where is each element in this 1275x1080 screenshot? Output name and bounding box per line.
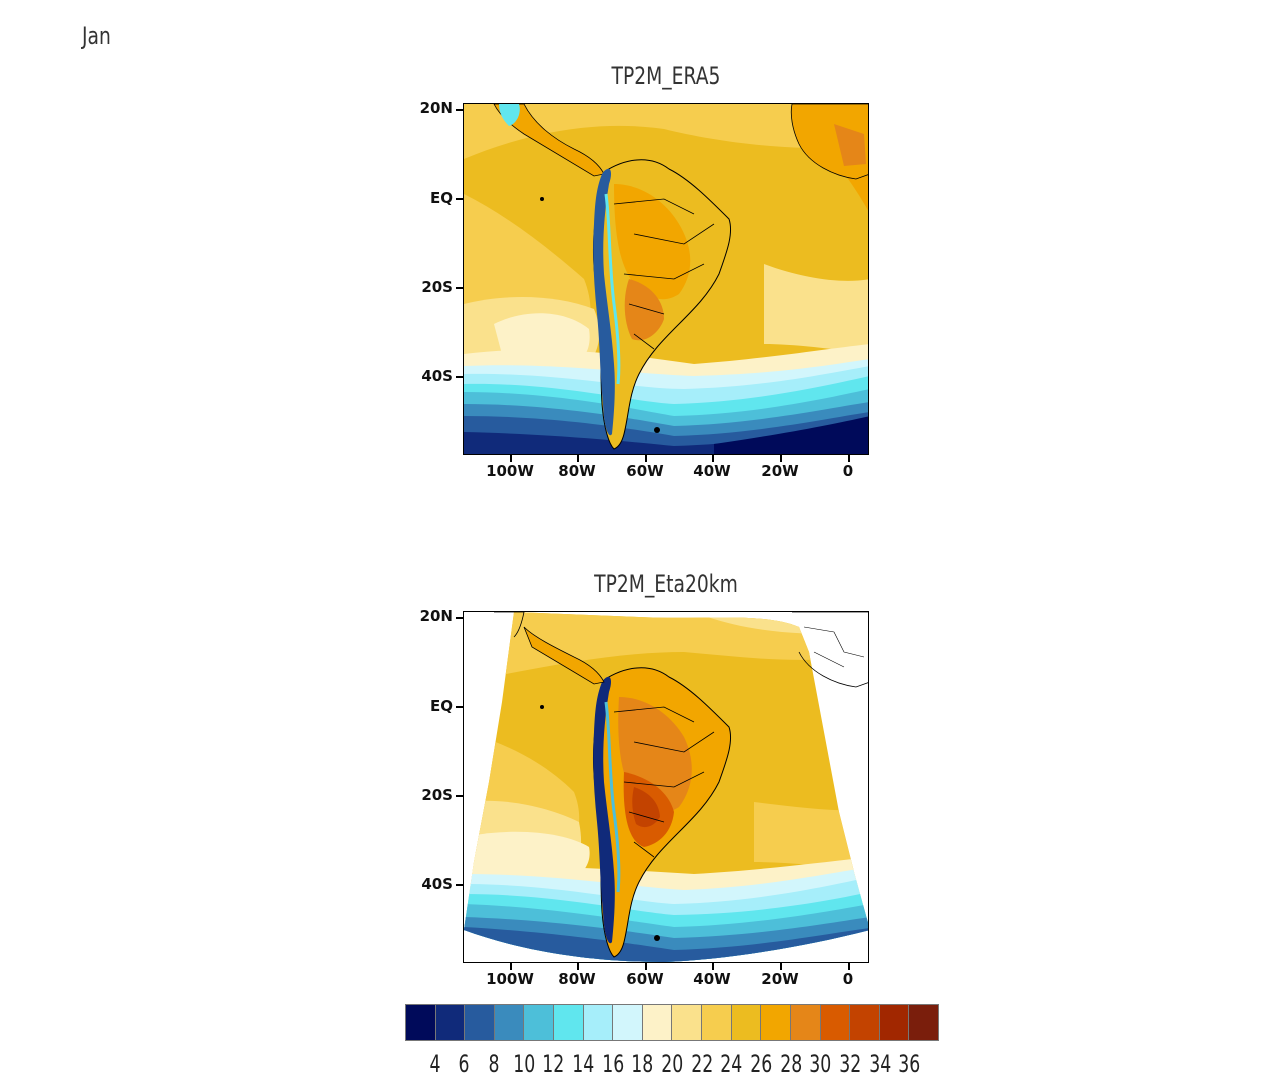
lon-tick-0-1: 0 — [842, 462, 854, 480]
lon-tick-60w-2: 60W — [626, 970, 664, 988]
colorbar-label: 10 — [512, 1050, 535, 1078]
country-borders — [613, 198, 715, 350]
eta-central-america — [523, 626, 605, 685]
colorbar — [405, 1004, 939, 1041]
band-22-south-atlantic — [764, 264, 868, 354]
eta-chaco-hottest — [632, 787, 660, 828]
colorbar-label: 4 — [429, 1050, 441, 1078]
lat-tick-20s-1: 20S — [421, 278, 453, 296]
colorbar-box — [702, 1005, 732, 1040]
galapagos-islands — [540, 197, 544, 201]
andes-highlands-line — [604, 193, 621, 385]
colorbar-label: 20 — [661, 1050, 684, 1078]
eta-falkland-islands — [654, 935, 660, 941]
lon-tick-0-2: 0 — [842, 970, 854, 988]
colorbar-label: 30 — [809, 1050, 832, 1078]
lat-tick-20n-1: 20N — [419, 99, 453, 117]
colorbar-label: 8 — [488, 1050, 500, 1078]
colorbar-label: 22 — [690, 1050, 713, 1078]
colorbar-box — [909, 1005, 938, 1040]
colorbar-label: 16 — [601, 1050, 624, 1078]
month-label: Jan — [82, 22, 111, 50]
lat-tick-40s-1: 40S — [421, 367, 453, 385]
colorbar-box — [820, 1005, 851, 1040]
mexico-highlands — [499, 104, 520, 126]
map-panel-eta — [463, 611, 869, 963]
band-4 — [714, 416, 868, 454]
lat-tick-20s-2: 20S — [421, 786, 453, 804]
colorbar-label: 14 — [572, 1050, 595, 1078]
colorbar-label: 26 — [750, 1050, 773, 1078]
colorbar-box — [613, 1005, 643, 1040]
falkland-islands — [654, 427, 660, 433]
central-america — [493, 104, 605, 177]
colorbar-label: 34 — [868, 1050, 891, 1078]
eta-map-svg — [464, 612, 868, 962]
colorbar-box — [731, 1005, 762, 1040]
lon-tick-100w-1: 100W — [486, 462, 534, 480]
colorbar-box — [435, 1005, 466, 1040]
eta-outside-coastlines — [494, 612, 868, 688]
colorbar-box — [465, 1005, 495, 1040]
andes-cold-strip — [593, 168, 615, 436]
colorbar-box — [406, 1005, 436, 1040]
colorbar-label: 36 — [898, 1050, 921, 1078]
colorbar-box — [524, 1005, 555, 1040]
eta-country-borders — [613, 706, 715, 858]
colorbar-label: 24 — [720, 1050, 743, 1078]
eta-andes-cold-strip — [593, 676, 615, 944]
colorbar-box — [554, 1005, 584, 1040]
lat-tick-eq-1: EQ — [430, 189, 453, 207]
colorbar-label: 32 — [839, 1050, 862, 1078]
chaco-hot-region — [624, 279, 664, 341]
colorbar-label: 12 — [542, 1050, 565, 1078]
colorbar-box — [850, 1005, 880, 1040]
lon-tick-60w-1: 60W — [626, 462, 664, 480]
lat-tick-40s-2: 40S — [421, 875, 453, 893]
colorbar-box — [642, 1005, 673, 1040]
eta-andes-highlands-line — [604, 701, 621, 893]
colorbar-box — [583, 1005, 614, 1040]
amazon-warm-region — [614, 184, 691, 300]
lat-tick-eq-2: EQ — [430, 697, 453, 715]
colorbar-box — [790, 1005, 821, 1040]
band-24-north — [464, 104, 868, 159]
lat-tick-20n-2: 20N — [419, 607, 453, 625]
colorbar-label: 18 — [631, 1050, 654, 1078]
colorbar-label: 6 — [458, 1050, 470, 1078]
colorbar-box — [879, 1005, 910, 1040]
eta-africa-borders — [803, 626, 865, 668]
lon-tick-20w-2: 20W — [761, 970, 799, 988]
eta-galapagos-islands — [540, 705, 544, 709]
lon-tick-20w-1: 20W — [761, 462, 799, 480]
map-title-eta: TP2M_Eta20km — [594, 570, 738, 598]
map-panel-era5 — [463, 103, 869, 455]
map-title-era5: TP2M_ERA5 — [611, 62, 721, 90]
lon-tick-40w-1: 40W — [693, 462, 731, 480]
colorbar-label: 28 — [779, 1050, 802, 1078]
lon-tick-80w-1: 80W — [558, 462, 596, 480]
colorbar-box — [494, 1005, 525, 1040]
lon-tick-40w-2: 40W — [693, 970, 731, 988]
lon-tick-80w-2: 80W — [558, 970, 596, 988]
colorbar-box — [761, 1005, 791, 1040]
africa-hot-zone — [834, 124, 866, 166]
colorbar-box — [672, 1005, 703, 1040]
lon-tick-100w-2: 100W — [486, 970, 534, 988]
era5-map-svg — [464, 104, 868, 454]
